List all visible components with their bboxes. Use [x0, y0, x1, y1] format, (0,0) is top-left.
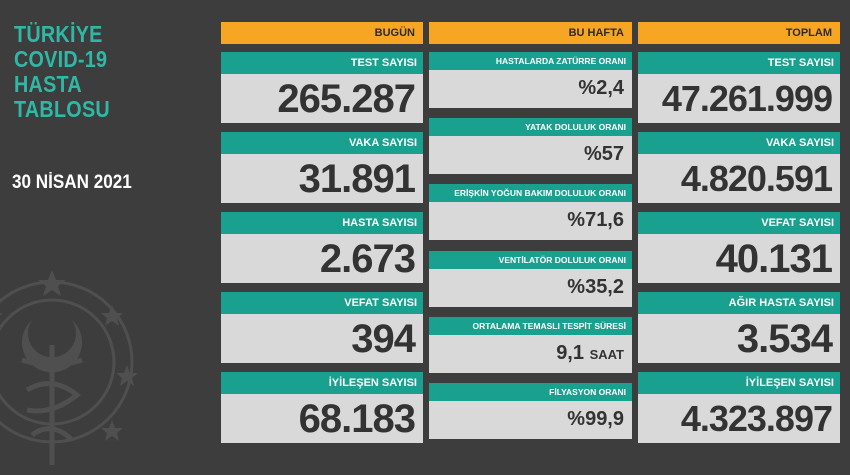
today-card-recovered: İYİLEŞEN SAYISI 68.183	[221, 372, 423, 443]
card-value: 40.131	[715, 237, 833, 281]
card-value: %35,2	[567, 276, 624, 298]
card-label: FİLYASYON ORANI	[429, 383, 632, 401]
card-label: VEFAT SAYISI	[221, 292, 423, 314]
card-label: YATAK DOLULUK ORANI	[429, 118, 632, 136]
card-value: %99,9	[567, 408, 624, 430]
card-value: 4.323.897	[680, 398, 833, 439]
card-label: HASTALARDA ZATÜRRE ORANI	[429, 52, 632, 70]
week-card-ventilator-occupancy: VENTİLATÖR DOLULUK ORANI %35,2	[429, 251, 632, 307]
card-label: VENTİLATÖR DOLULUK ORANI	[429, 251, 632, 269]
total-card-recovered: İYİLEŞEN SAYISI 4.323.897	[638, 372, 840, 443]
card-label: TEST SAYISI	[221, 52, 423, 74]
card-label: VAKA SAYISI	[638, 132, 840, 154]
title-line-country: TÜRKİYE	[14, 21, 103, 47]
card-label: AĞIR HASTA SAYISI	[638, 292, 840, 314]
card-value: 394	[351, 317, 416, 361]
title-line-disease: COVID-19	[14, 46, 108, 72]
card-label: ERİŞKİN YOĞUN BAKIM DOLULUK ORANI	[429, 184, 632, 202]
column-header-today: BUGÜN	[221, 22, 423, 44]
column-today: BUGÜN	[221, 22, 423, 44]
card-value: 47.261.999	[661, 78, 833, 119]
card-value: 265.287	[277, 77, 416, 121]
dashboard-title: TÜRKİYE COVID-19 HASTA TABLOSU	[14, 22, 194, 122]
card-label: İYİLEŞEN SAYISI	[221, 372, 423, 394]
week-card-filiation-rate: FİLYASYON ORANI %99,9	[429, 383, 632, 439]
title-line-patient: HASTA	[14, 71, 82, 97]
total-card-tests: TEST SAYISI 47.261.999	[638, 52, 840, 123]
today-card-tests: TEST SAYISI 265.287	[221, 52, 423, 123]
card-label: İYİLEŞEN SAYISI	[638, 372, 840, 394]
today-card-cases: VAKA SAYISI 31.891	[221, 132, 423, 203]
card-value: 4.820.591	[680, 158, 833, 199]
card-label: HASTA SAYISI	[221, 212, 423, 234]
week-card-contact-detection-time: ORTALAMA TEMASLI TESPİT SÜRESİ 9,1 SAAT	[429, 317, 632, 373]
ministry-of-health-emblem-icon	[0, 270, 138, 465]
card-label: ORTALAMA TEMASLI TESPİT SÜRESİ	[429, 317, 632, 335]
week-card-icu-occupancy: ERİŞKİN YOĞUN BAKIM DOLULUK ORANI %71,6	[429, 184, 632, 240]
card-label: VEFAT SAYISI	[638, 212, 840, 234]
column-this-week: BU HAFTA	[429, 22, 632, 44]
today-card-deaths: VEFAT SAYISI 394	[221, 292, 423, 363]
card-value-number: 9,1	[556, 342, 584, 364]
card-label: TEST SAYISI	[638, 52, 840, 74]
card-value-unit: SAAT	[589, 347, 624, 362]
card-value: %2,4	[578, 77, 624, 99]
week-card-pneumonia-rate: HASTALARDA ZATÜRRE ORANI %2,4	[429, 52, 632, 108]
total-card-deaths: VEFAT SAYISI 40.131	[638, 212, 840, 283]
card-value: 2.673	[319, 237, 416, 281]
card-value: %71,6	[567, 209, 624, 231]
total-card-cases: VAKA SAYISI 4.820.591	[638, 132, 840, 203]
week-card-bed-occupancy: YATAK DOLULUK ORANI %57	[429, 118, 632, 174]
card-value: %57	[583, 143, 624, 165]
column-total: TOPLAM	[638, 22, 840, 44]
total-card-severe-patients: AĞIR HASTA SAYISI 3.534	[638, 292, 840, 363]
report-date: 30 NİSAN 2021	[12, 172, 132, 193]
card-label: VAKA SAYISI	[221, 132, 423, 154]
card-value: 68.183	[298, 397, 416, 441]
column-header-total: TOPLAM	[638, 22, 840, 44]
today-card-patients: HASTA SAYISI 2.673	[221, 212, 423, 283]
card-value: 9,1 SAAT	[429, 335, 632, 373]
column-header-this-week: BU HAFTA	[429, 22, 632, 44]
title-line-table: TABLOSU	[14, 96, 110, 122]
card-value: 3.534	[736, 317, 833, 361]
card-value: 31.891	[298, 157, 416, 201]
